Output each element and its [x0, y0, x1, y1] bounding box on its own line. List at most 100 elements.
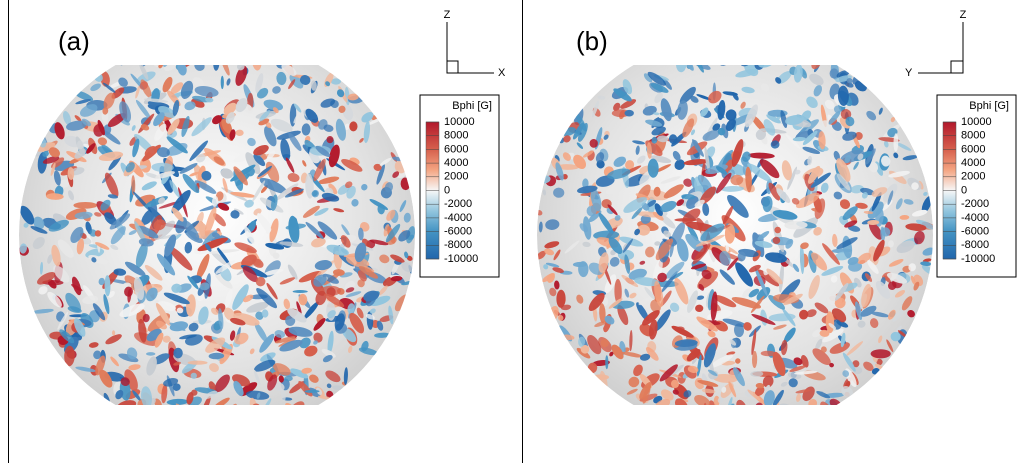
flux-tube [921, 196, 932, 214]
flux-tube [272, 252, 280, 259]
flux-tube [895, 198, 903, 210]
flux-tube [48, 147, 60, 158]
flux-tube [220, 65, 230, 76]
flux-tube [549, 287, 557, 297]
flux-tube [222, 177, 228, 193]
flux-tube [772, 351, 786, 377]
flux-tube [911, 182, 919, 190]
flux-tube [783, 293, 803, 306]
flux-tube [708, 90, 722, 104]
flux-tube [639, 170, 652, 186]
flux-tube [895, 142, 912, 151]
colorbar-tick-label: 8000 [444, 130, 468, 142]
flux-tube [683, 178, 693, 187]
flux-tube [887, 281, 897, 290]
flux-tube [203, 390, 218, 400]
flux-tube [687, 365, 699, 373]
flux-tube [848, 225, 861, 232]
flux-tube [238, 43, 246, 51]
flux-tube [829, 362, 834, 368]
flux-tube [200, 412, 217, 436]
flux-tube [867, 260, 879, 274]
flux-tube [614, 278, 622, 305]
flux-tube [230, 210, 240, 219]
flux-tube [855, 202, 868, 209]
flux-tube [358, 227, 364, 241]
flux-tube [715, 172, 732, 194]
colorbar-tick-label: 10000 [961, 116, 992, 128]
flux-tube [181, 115, 190, 138]
flux-tube [726, 351, 736, 356]
flux-tube [187, 360, 208, 365]
flux-tube [376, 320, 384, 331]
flux-tube [793, 416, 812, 425]
flux-tube [886, 272, 908, 284]
flux-tube [674, 339, 698, 347]
flux-tube [646, 142, 652, 159]
flux-tube [124, 286, 133, 297]
flux-tube [829, 398, 842, 405]
flux-tube [736, 399, 748, 405]
flux-tube [64, 345, 75, 367]
flux-tube [608, 237, 623, 255]
flux-tube [247, 137, 256, 147]
flux-tube [599, 303, 606, 324]
flux-tube [766, 114, 781, 124]
flux-tube [138, 318, 147, 343]
flux-tube [124, 261, 146, 277]
flux-tube [301, 123, 311, 136]
flux-tube [98, 151, 124, 162]
flux-tube [755, 128, 767, 141]
flux-tube [835, 282, 849, 301]
flux-tube [725, 428, 731, 436]
flux-tube [317, 221, 338, 240]
flux-tube [205, 97, 214, 103]
flux-tube [369, 239, 389, 246]
flux-tube [607, 168, 631, 180]
flux-tube [820, 346, 827, 353]
flux-tube [194, 413, 202, 421]
flux-tube [682, 118, 695, 138]
flux-tube [819, 329, 830, 337]
flux-tube [363, 121, 371, 144]
flux-tube [186, 405, 190, 424]
flux-tube [662, 78, 672, 90]
flux-tube [750, 37, 764, 58]
flux-tube [846, 78, 853, 84]
colorbar-tick-label: 8000 [961, 130, 985, 142]
flux-tube [705, 164, 728, 175]
flux-tube [332, 385, 343, 391]
flux-tube [155, 302, 171, 326]
flux-tube [154, 123, 167, 141]
flux-tube [735, 358, 741, 364]
flux-tube [598, 212, 614, 234]
flux-tube [159, 233, 181, 240]
flux-tube [809, 65, 825, 66]
flux-tube [621, 274, 639, 288]
axis-label: Y [905, 67, 913, 79]
flux-tube [237, 65, 245, 71]
flux-tube [30, 226, 48, 234]
flux-tube [296, 301, 302, 315]
flux-tube [700, 223, 725, 242]
flux-tube [274, 336, 296, 344]
flux-tube [897, 330, 908, 338]
flux-tube [154, 332, 164, 348]
flux-tube [907, 310, 915, 318]
flux-tube [639, 260, 646, 265]
flux-tube [213, 65, 220, 71]
flux-tube [690, 129, 696, 136]
flux-tube [110, 356, 119, 367]
flux-tube [267, 419, 278, 427]
flux-tube [288, 132, 302, 151]
flux-tube [653, 404, 672, 419]
flux-tube [731, 297, 762, 309]
flux-tube [263, 99, 284, 111]
flux-tube [139, 405, 162, 424]
flux-tube [622, 238, 633, 253]
flux-tube [768, 295, 786, 310]
flux-tube [750, 370, 764, 377]
flux-tube [683, 65, 694, 71]
flux-tube [309, 374, 319, 383]
flux-tube [702, 130, 720, 141]
